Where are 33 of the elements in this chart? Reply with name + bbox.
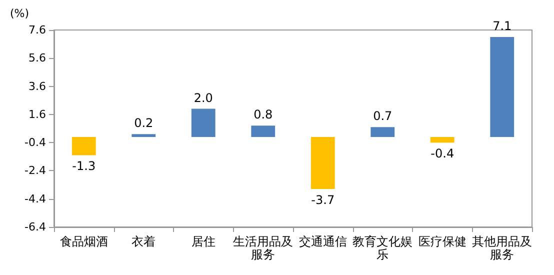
x-tick-label: 衣着 — [132, 234, 156, 248]
y-tick-label: -0.4 — [24, 136, 46, 150]
data-label: 0.7 — [373, 109, 392, 124]
bar — [310, 136, 335, 190]
x-tick-label: 其他用品及服务 — [472, 234, 532, 262]
y-axis-title: (%) — [10, 7, 30, 20]
x-tick-label: 居住 — [191, 234, 216, 248]
x-tick-label: 医疗保健 — [418, 234, 466, 248]
bar — [490, 37, 514, 137]
y-tick-label: -6.4 — [24, 220, 46, 234]
bar — [251, 126, 276, 137]
data-label: -0.4 — [430, 146, 454, 161]
data-label: 0.2 — [134, 116, 154, 130]
data-label: 2.0 — [194, 90, 213, 105]
bar — [72, 136, 96, 156]
y-tick-label: 7.6 — [28, 24, 46, 36]
x-tick-label: 生活用品及服务 — [233, 234, 294, 262]
x-tick-label: 食品烟酒 — [60, 234, 108, 248]
data-label: 0.8 — [254, 108, 273, 122]
bar — [430, 136, 454, 143]
bar — [132, 134, 156, 137]
y-tick-label: 1.6 — [28, 108, 46, 121]
bar — [370, 127, 395, 137]
y-tick-label: -4.4 — [24, 192, 46, 206]
x-tick-label: 教育文化娱乐 — [352, 234, 413, 262]
y-tick-label: 5.6 — [28, 52, 46, 65]
y-tick-label: -2.4 — [24, 164, 46, 178]
bar — [191, 108, 216, 137]
data-label: -3.7 — [311, 193, 335, 208]
data-label: -1.3 — [72, 159, 96, 174]
data-label: 7.1 — [492, 19, 512, 34]
x-tick-label: 交通通信 — [298, 234, 347, 248]
y-tick-label: 3.6 — [28, 80, 46, 93]
